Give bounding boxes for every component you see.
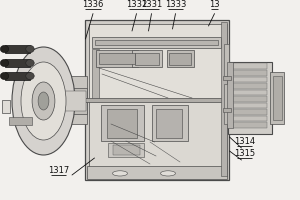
Bar	[228, 62, 272, 134]
Ellipse shape	[26, 72, 34, 80]
Ellipse shape	[12, 47, 75, 155]
Bar	[223, 108, 231, 112]
Ellipse shape	[26, 59, 34, 67]
Bar	[4, 59, 30, 67]
Ellipse shape	[21, 62, 66, 140]
Bar	[4, 72, 30, 80]
Bar	[135, 53, 159, 65]
Bar	[56, 76, 87, 124]
Bar	[232, 77, 267, 82]
Bar	[85, 98, 230, 102]
Bar	[232, 109, 267, 115]
Bar	[232, 90, 267, 95]
Bar	[9, 117, 32, 125]
Bar	[167, 50, 194, 67]
Bar	[220, 22, 227, 176]
Bar	[60, 88, 87, 114]
Bar	[92, 49, 99, 98]
Text: 1315: 1315	[234, 149, 255, 158]
Ellipse shape	[160, 171, 175, 176]
Bar	[270, 72, 284, 124]
Bar	[224, 84, 229, 124]
Bar	[94, 40, 218, 45]
Bar	[85, 20, 230, 180]
Bar	[232, 63, 267, 69]
Text: 13: 13	[209, 0, 220, 9]
Text: 1314: 1314	[234, 137, 255, 146]
Bar	[223, 76, 231, 80]
Bar	[152, 105, 188, 141]
Bar	[169, 53, 190, 65]
Bar	[2, 100, 10, 113]
Ellipse shape	[112, 171, 128, 176]
Bar	[106, 109, 136, 138]
Bar	[232, 122, 267, 128]
Bar	[232, 96, 267, 102]
Bar	[232, 70, 267, 76]
Bar	[88, 101, 226, 176]
Text: 1333: 1333	[165, 0, 186, 9]
Bar	[60, 91, 85, 111]
Ellipse shape	[0, 45, 9, 53]
Text: 1336: 1336	[82, 0, 104, 9]
Bar	[96, 50, 138, 67]
Bar	[232, 103, 267, 108]
Bar	[273, 76, 282, 120]
Bar	[108, 143, 144, 157]
Ellipse shape	[38, 92, 49, 110]
Ellipse shape	[32, 82, 55, 120]
Text: 1331: 1331	[141, 0, 162, 9]
Bar	[227, 62, 232, 128]
Bar	[156, 109, 182, 138]
Bar	[92, 37, 220, 48]
Bar	[132, 50, 162, 67]
Bar	[4, 45, 30, 53]
Bar	[112, 145, 140, 155]
Bar	[232, 116, 267, 121]
Bar	[88, 24, 226, 99]
Ellipse shape	[0, 72, 9, 80]
Text: 1332: 1332	[126, 0, 147, 9]
Ellipse shape	[26, 45, 34, 53]
Text: 1317: 1317	[48, 166, 69, 175]
Bar	[232, 83, 267, 89]
Bar	[87, 166, 226, 179]
Bar	[99, 53, 135, 64]
Bar	[224, 44, 229, 76]
Bar	[100, 105, 144, 141]
Ellipse shape	[0, 59, 9, 67]
